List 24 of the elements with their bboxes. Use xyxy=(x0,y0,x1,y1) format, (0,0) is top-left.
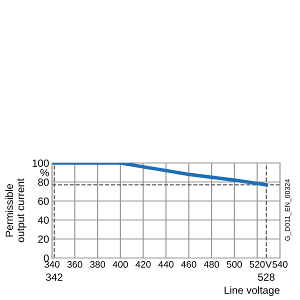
x-tick-label: V xyxy=(265,261,272,268)
y-axis-title: Permissible output current xyxy=(5,178,26,242)
x-tick-label: 360 xyxy=(67,261,82,268)
y-tick-label: 60 xyxy=(38,198,49,205)
ref-line-label: 342 xyxy=(46,273,62,281)
y-tick-label: % xyxy=(40,169,49,176)
x-tick-label: 500 xyxy=(226,261,242,268)
y-tick-label: 0 xyxy=(44,254,49,262)
y-tick-label: 100 xyxy=(32,160,49,167)
x-tick-label: 440 xyxy=(158,261,174,268)
x-tick-label: 380 xyxy=(90,261,106,268)
x-tick-label: 520 xyxy=(250,261,265,268)
x-tick-label: 400 xyxy=(112,261,128,268)
y-tick-label: 80 xyxy=(38,178,49,186)
x-tick-label: 420 xyxy=(136,261,151,268)
x-tick-label: 480 xyxy=(204,261,220,268)
x-tick-label: 540 xyxy=(272,261,288,268)
y-tick-label: 20 xyxy=(38,236,49,243)
y-tick-label: 40 xyxy=(38,216,49,224)
x-tick-label: 340 xyxy=(44,261,60,268)
line-series xyxy=(52,163,268,187)
x-tick-label: 460 xyxy=(181,261,196,268)
ref-line-label: 528 xyxy=(258,273,275,281)
x-axis-title: Line voltage xyxy=(224,286,280,296)
